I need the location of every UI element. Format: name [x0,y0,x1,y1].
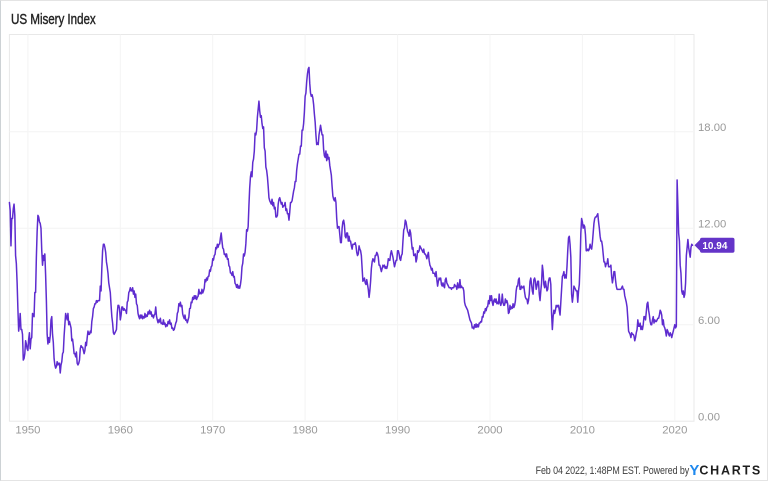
svg-text:18.00: 18.00 [698,122,726,134]
svg-text:6.00: 6.00 [698,315,720,327]
svg-text:1950: 1950 [15,424,40,436]
svg-text:10.94: 10.94 [702,241,727,252]
svg-text:2020: 2020 [662,424,687,436]
svg-text:12.00: 12.00 [698,219,726,231]
svg-text:1990: 1990 [385,424,410,436]
svg-text:1970: 1970 [200,424,225,436]
svg-text:0.00: 0.00 [698,412,720,424]
svg-text:2010: 2010 [570,424,595,436]
svg-text:1980: 1980 [293,424,318,436]
svg-text:1960: 1960 [108,424,133,436]
svg-text:2000: 2000 [477,424,502,436]
